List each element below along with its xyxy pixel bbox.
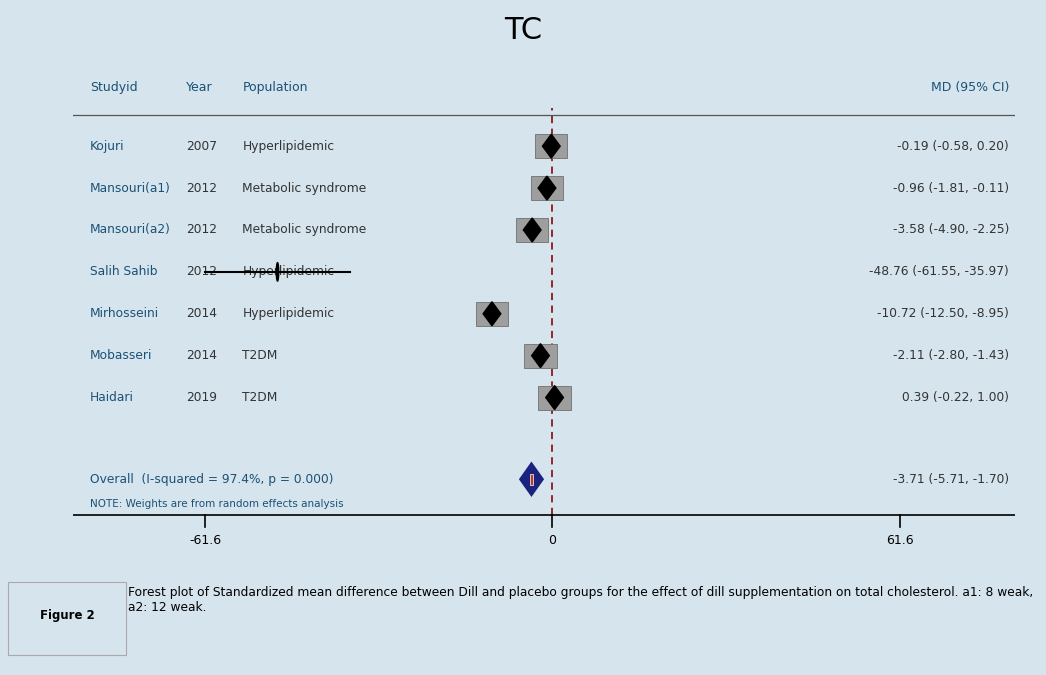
Text: Kojuri: Kojuri: [90, 140, 124, 153]
Text: T2DM: T2DM: [243, 391, 277, 404]
Text: 2014: 2014: [186, 349, 217, 362]
Text: NOTE: Weights are from random effects analysis: NOTE: Weights are from random effects an…: [90, 500, 344, 510]
Text: Mansouri(a2): Mansouri(a2): [90, 223, 170, 236]
Bar: [516, 218, 548, 242]
Text: Haidari: Haidari: [90, 391, 134, 404]
Bar: [524, 344, 556, 368]
Text: -0.19 (-0.58, 0.20): -0.19 (-0.58, 0.20): [897, 140, 1009, 153]
Text: Year: Year: [186, 81, 212, 94]
Text: -3.71 (-5.71, -1.70): -3.71 (-5.71, -1.70): [893, 472, 1009, 486]
Text: 2012: 2012: [186, 265, 217, 278]
Text: Figure 2: Figure 2: [40, 610, 94, 622]
Text: Overall  (I-squared = 97.4%, p = 0.000): Overall (I-squared = 97.4%, p = 0.000): [90, 472, 334, 486]
Bar: [536, 134, 567, 158]
Text: Hyperlipidemic: Hyperlipidemic: [243, 140, 335, 153]
Polygon shape: [520, 463, 543, 495]
Text: 2007: 2007: [186, 140, 217, 153]
Text: T2DM: T2DM: [243, 349, 277, 362]
Text: Population: Population: [243, 81, 308, 94]
Text: 2019: 2019: [186, 391, 217, 404]
Text: -0.96 (-1.81, -0.11): -0.96 (-1.81, -0.11): [893, 182, 1009, 194]
Text: 61.6: 61.6: [886, 534, 913, 547]
FancyBboxPatch shape: [8, 582, 126, 655]
Bar: [476, 302, 508, 326]
Text: Studyid: Studyid: [90, 81, 138, 94]
Text: Forest plot of Standardized mean difference between Dill and placebo groups for : Forest plot of Standardized mean differe…: [128, 587, 1032, 614]
Text: MD (95% CI): MD (95% CI): [931, 81, 1009, 94]
Text: Metabolic syndrome: Metabolic syndrome: [243, 182, 366, 194]
Text: -3.58 (-4.90, -2.25): -3.58 (-4.90, -2.25): [892, 223, 1009, 236]
Polygon shape: [543, 134, 561, 158]
Text: -61.6: -61.6: [189, 534, 221, 547]
Text: Mansouri(a1): Mansouri(a1): [90, 182, 170, 194]
Text: 2014: 2014: [186, 307, 217, 320]
Bar: [530, 176, 563, 200]
Polygon shape: [546, 385, 564, 410]
Text: Hyperlipidemic: Hyperlipidemic: [243, 265, 335, 278]
Text: Mobasseri: Mobasseri: [90, 349, 153, 362]
Text: Salih Sahib: Salih Sahib: [90, 265, 158, 278]
Polygon shape: [483, 302, 501, 326]
Polygon shape: [523, 218, 541, 242]
Text: 2012: 2012: [186, 182, 217, 194]
Text: Hyperlipidemic: Hyperlipidemic: [243, 307, 335, 320]
Text: TC: TC: [504, 16, 542, 45]
Text: 0.39 (-0.22, 1.00): 0.39 (-0.22, 1.00): [902, 391, 1009, 404]
Text: Metabolic syndrome: Metabolic syndrome: [243, 223, 366, 236]
Text: -48.76 (-61.55, -35.97): -48.76 (-61.55, -35.97): [869, 265, 1009, 278]
Text: 0: 0: [548, 534, 556, 547]
Text: -2.11 (-2.80, -1.43): -2.11 (-2.80, -1.43): [893, 349, 1009, 362]
Text: -10.72 (-12.50, -8.95): -10.72 (-12.50, -8.95): [878, 307, 1009, 320]
Text: 2012: 2012: [186, 223, 217, 236]
Polygon shape: [538, 176, 555, 200]
Bar: [530, 474, 533, 485]
Text: Mirhosseini: Mirhosseini: [90, 307, 159, 320]
Bar: [539, 385, 571, 410]
Circle shape: [276, 263, 278, 281]
Polygon shape: [531, 344, 549, 368]
